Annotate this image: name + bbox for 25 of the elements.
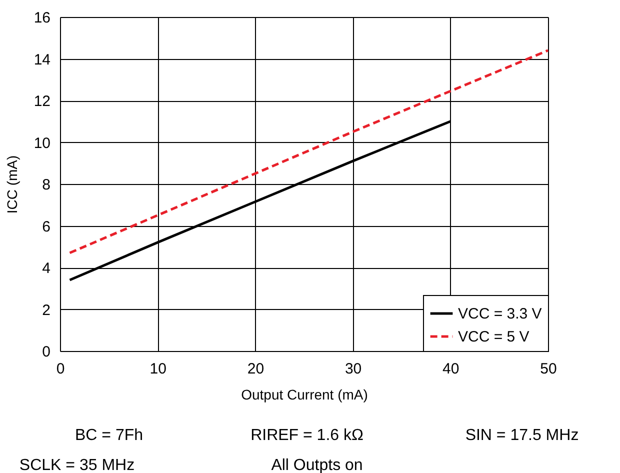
legend-label: VCC = 5 V (458, 328, 530, 346)
y-tick-label: 12 (34, 93, 50, 110)
y-tick-label: 2 (42, 302, 50, 319)
legend-label: VCC = 3.3 V (458, 306, 542, 322)
x-tick-label: 30 (344, 360, 362, 378)
x-tick-label: 50 (540, 360, 557, 378)
y-tick-label: 10 (34, 134, 50, 152)
x-tick-label: 10 (150, 360, 166, 378)
text: RIREF = 1.6 kΩ (250, 427, 364, 444)
x-tick-label: 0 (56, 360, 65, 378)
text: SIN = 17.5 MHz (465, 427, 579, 444)
x-tick-label: 20 (247, 360, 264, 378)
line-series (68, 49, 550, 254)
y-tick-label: 0 (42, 344, 50, 360)
x-axis-title: Output Current (mA) (241, 386, 368, 402)
y-tick-label: 6 (42, 218, 50, 236)
y-tick-label: 16 (34, 10, 50, 26)
y-tick-label: 4 (42, 260, 50, 277)
text: BC = 7Fh (74, 427, 144, 444)
y-tick-label: 14 (34, 51, 50, 68)
text: All Outpts on (271, 457, 363, 473)
y-tick-label: 8 (42, 176, 50, 194)
y-axis-title: ICC (mA) (4, 155, 20, 214)
x-tick-label: 40 (442, 360, 460, 378)
text: SCLK = 35 MHz (19, 457, 135, 473)
